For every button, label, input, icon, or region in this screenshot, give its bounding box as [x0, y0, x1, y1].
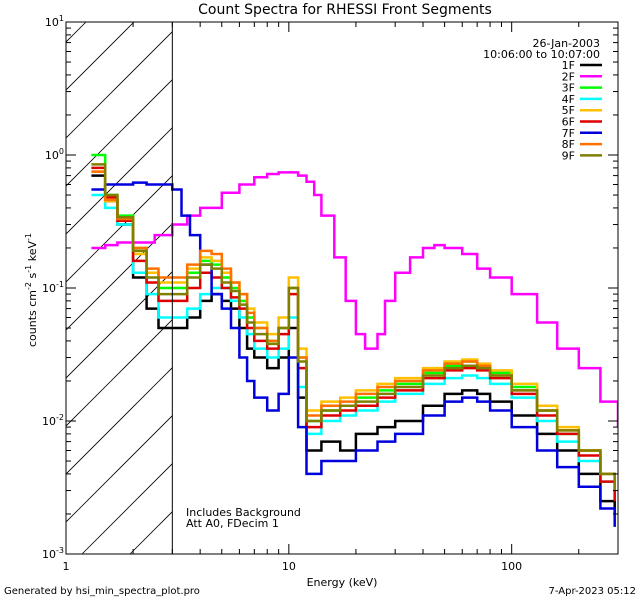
legend-label-7f: 7F [562, 127, 575, 140]
legend-label-6f: 6F [562, 116, 575, 129]
series-9f [91, 163, 616, 491]
y-tick-label-1e-2: 10-2 [42, 413, 64, 428]
hatch-line [66, 367, 173, 475]
y-axis-label: counts cm-2 s-1 keV-1 [24, 233, 39, 347]
legend-date: 26-Jan-2003 [533, 37, 601, 50]
legend-label-9f: 9F [562, 149, 575, 162]
hatch-line [66, 415, 173, 523]
x-tick-label-100: 100 [501, 560, 522, 573]
y-tick-label-1e1: 101 [45, 14, 64, 29]
annotation-background: Includes Background [186, 506, 301, 519]
y-tick-label-1e0: 100 [45, 147, 64, 162]
annotation-attenuator: Att A0, FDecim 1 [186, 517, 279, 530]
hatch-line [66, 31, 173, 139]
series-2f [91, 171, 618, 428]
x-tick-label-10: 10 [282, 560, 296, 573]
legend-label-3f: 3F [562, 82, 575, 95]
footer-generated-by: Generated by hsi_min_spectra_plot.pro [4, 586, 200, 597]
x-tick-label-1: 1 [63, 560, 70, 573]
legend-time-range: 10:06:00 to 10:07:00 [483, 48, 600, 61]
axis-ticks [65, 22, 619, 555]
y-tick-label-1e-1: 10-1 [42, 280, 64, 295]
hatch-line [81, 463, 173, 554]
legend-label-8f: 8F [562, 138, 575, 151]
chart-title: Count Spectra for RHESSI Front Segments [198, 2, 492, 18]
x-axis-label: Energy (keV) [307, 576, 378, 589]
hatch-line [66, 223, 173, 331]
series-7f [91, 181, 616, 527]
footer-timestamp: 7-Apr-2023 05:12 [549, 586, 636, 597]
plot-frame [65, 21, 619, 555]
legend-label-2f: 2F [562, 70, 575, 83]
hatch-line [66, 271, 173, 379]
legend-label-5f: 5F [562, 104, 575, 117]
hatch-line [66, 79, 173, 187]
series-group [91, 153, 618, 527]
hatch-line [514, 22, 640, 554]
series-4f [91, 193, 616, 502]
legend-label-1f: 1F [562, 59, 575, 72]
legend-label-4f: 4F [562, 93, 575, 106]
y-tick-label-1e-3: 10-3 [42, 546, 64, 561]
y-tick-labels: 10-3 10-2 10-1 100 101 [42, 14, 64, 561]
excluded-region-hatch [66, 22, 640, 554]
